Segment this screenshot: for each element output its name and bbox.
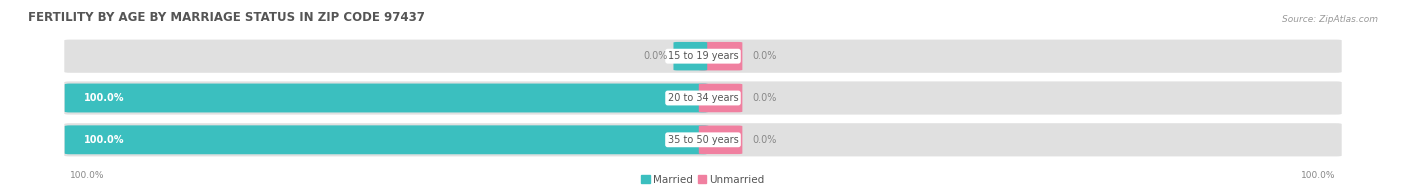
FancyBboxPatch shape [673, 42, 707, 70]
Text: 100.0%: 100.0% [84, 135, 125, 145]
Text: Source: ZipAtlas.com: Source: ZipAtlas.com [1282, 15, 1378, 24]
FancyBboxPatch shape [63, 39, 1343, 74]
FancyBboxPatch shape [63, 80, 1343, 116]
Text: 35 to 50 years: 35 to 50 years [668, 135, 738, 145]
Text: 0.0%: 0.0% [752, 135, 776, 145]
Text: FERTILITY BY AGE BY MARRIAGE STATUS IN ZIP CODE 97437: FERTILITY BY AGE BY MARRIAGE STATUS IN Z… [28, 11, 425, 24]
Text: 100.0%: 100.0% [1301, 171, 1336, 180]
FancyBboxPatch shape [65, 125, 709, 154]
FancyBboxPatch shape [63, 122, 1343, 157]
Text: 15 to 19 years: 15 to 19 years [668, 51, 738, 61]
Text: 100.0%: 100.0% [70, 171, 105, 180]
FancyBboxPatch shape [699, 84, 742, 112]
FancyBboxPatch shape [699, 126, 742, 154]
Text: 0.0%: 0.0% [644, 51, 668, 61]
Text: 100.0%: 100.0% [84, 93, 125, 103]
Legend: Married, Unmarried: Married, Unmarried [637, 171, 769, 189]
FancyBboxPatch shape [65, 83, 709, 113]
Text: 0.0%: 0.0% [752, 51, 776, 61]
Text: 0.0%: 0.0% [752, 93, 776, 103]
FancyBboxPatch shape [699, 42, 742, 70]
Text: 20 to 34 years: 20 to 34 years [668, 93, 738, 103]
